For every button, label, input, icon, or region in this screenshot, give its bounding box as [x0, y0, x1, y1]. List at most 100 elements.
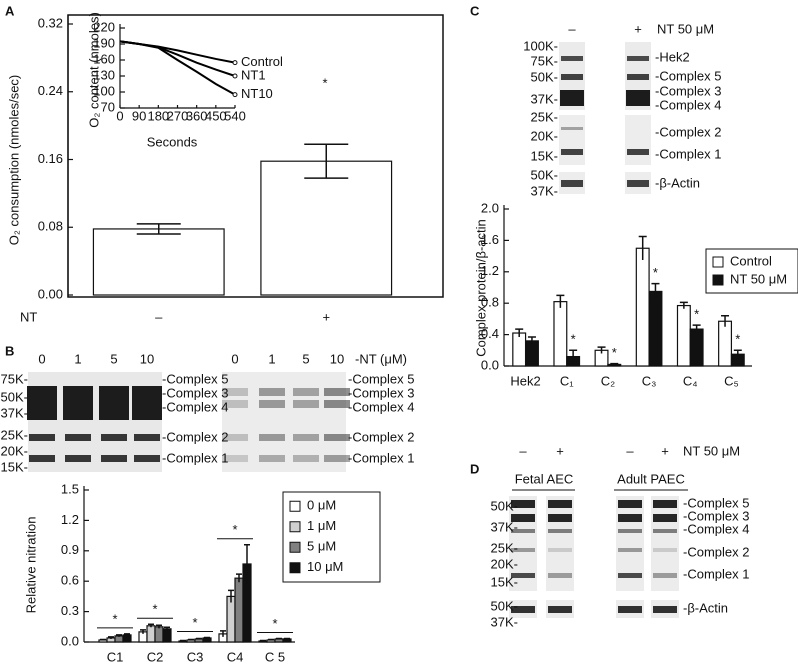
panel-label: B [5, 343, 14, 358]
annotation: * [322, 75, 327, 90]
error-bar [220, 630, 226, 637]
blot-band [65, 455, 91, 462]
y-tick-label: 2.0 [481, 200, 499, 215]
blot-band [511, 573, 535, 578]
marker-label: 15K- [1, 459, 28, 474]
error-bar [140, 629, 146, 634]
blot-background [546, 496, 574, 591]
series-label: NT10 [241, 86, 273, 101]
blot-band [627, 56, 649, 61]
significance: * [694, 307, 699, 322]
lane-label: – [519, 443, 527, 458]
error-bar [268, 638, 274, 641]
significance: * [232, 522, 237, 537]
blot-band [259, 388, 285, 396]
group-label: Adult PAEC [617, 471, 685, 486]
blot-band [653, 573, 677, 578]
marker-label: 25K- [491, 540, 518, 555]
blot-band [618, 514, 642, 522]
blot-band [561, 149, 583, 155]
y-tick-label: 160 [93, 51, 115, 66]
x-tick-label: C1 [107, 649, 124, 664]
blot-band [259, 400, 285, 408]
band-label: -Complex 1 [348, 450, 414, 465]
x-tick-label: 90 [132, 108, 146, 123]
y-axis-label: O₂ content (nmoles) [86, 12, 101, 128]
blot-band [101, 455, 127, 462]
blot-band [511, 514, 535, 522]
error-bar [100, 638, 106, 641]
legend-label: 0 μM [307, 498, 336, 513]
blot-band [511, 548, 535, 552]
error-bar [610, 362, 619, 366]
lane-label: 1 [268, 351, 275, 366]
blot-band [324, 400, 350, 408]
x-tick-label: C₁ [560, 373, 574, 388]
blot-band [561, 127, 583, 130]
band-label: -β-Actin [655, 175, 700, 190]
band-label: -Complex 3 [348, 385, 414, 400]
marker-label: 15K- [531, 148, 558, 163]
y-tick-label: 70 [101, 99, 115, 114]
error-bar [304, 143, 349, 179]
error-bar [284, 637, 290, 640]
y-tick-label: 0.9 [61, 542, 79, 557]
blot-band [626, 90, 650, 106]
bar [718, 320, 733, 367]
error-bar [527, 336, 536, 345]
y-tick-label: 0.32 [38, 15, 63, 30]
x-tick-label: 0 [116, 108, 123, 123]
blot-band [627, 149, 649, 155]
y-tick-label: 0.00 [38, 286, 63, 301]
blot-background [559, 115, 585, 165]
treatment-label: NT 50 μM [657, 21, 714, 36]
legend-swatch [289, 562, 301, 574]
significance: * [612, 345, 617, 360]
blot-band [618, 548, 642, 552]
legend-label: 5 μM [307, 539, 336, 554]
error-bar [276, 637, 282, 640]
y-tick-label: 0.4 [481, 326, 499, 341]
legend-swatch [712, 274, 724, 286]
significance: * [571, 332, 576, 347]
marker-label: 50K- [491, 598, 518, 613]
band-label: -Complex 5 [683, 495, 749, 510]
panel-label: A [5, 3, 15, 18]
y-axis-label: Complex protein/β-actin [473, 219, 488, 357]
panel-label: D [470, 461, 479, 476]
marker-label: 15K- [491, 574, 518, 589]
marker-label: 25K- [531, 109, 558, 124]
blot-band [101, 434, 127, 441]
bar [635, 247, 650, 367]
error-bar [244, 543, 250, 584]
error-bar [597, 346, 606, 354]
x-tick-label: C3 [187, 649, 204, 664]
band-label: -Complex 2 [655, 124, 721, 139]
legend-label: Control [730, 253, 772, 268]
x-tick-label: C4 [227, 649, 244, 664]
marker-label: 37K- [491, 519, 518, 534]
blot-band [653, 529, 677, 533]
marker-label: 100K- [523, 38, 558, 53]
lane-label: 0 [231, 351, 238, 366]
blot-band [293, 455, 319, 462]
error-bar [515, 328, 524, 337]
significance: * [272, 616, 277, 631]
marker-label: 25K- [1, 427, 28, 442]
error-bar [260, 639, 266, 642]
blot-band [222, 400, 248, 408]
bar [512, 332, 527, 367]
blot-band [259, 455, 285, 462]
legend-label: 1 μM [307, 518, 336, 533]
bar [92, 228, 225, 296]
blot-band [511, 606, 535, 613]
blot-band [653, 500, 677, 508]
blot-band [548, 514, 572, 522]
x-tick-label: C₅ [724, 373, 739, 388]
band-label: -Complex 3 [655, 83, 721, 98]
band-label: -Complex 4 [655, 97, 721, 112]
lane-label: – [568, 21, 576, 36]
blot-band [560, 90, 584, 106]
band-label: -Complex 3 [683, 508, 749, 523]
